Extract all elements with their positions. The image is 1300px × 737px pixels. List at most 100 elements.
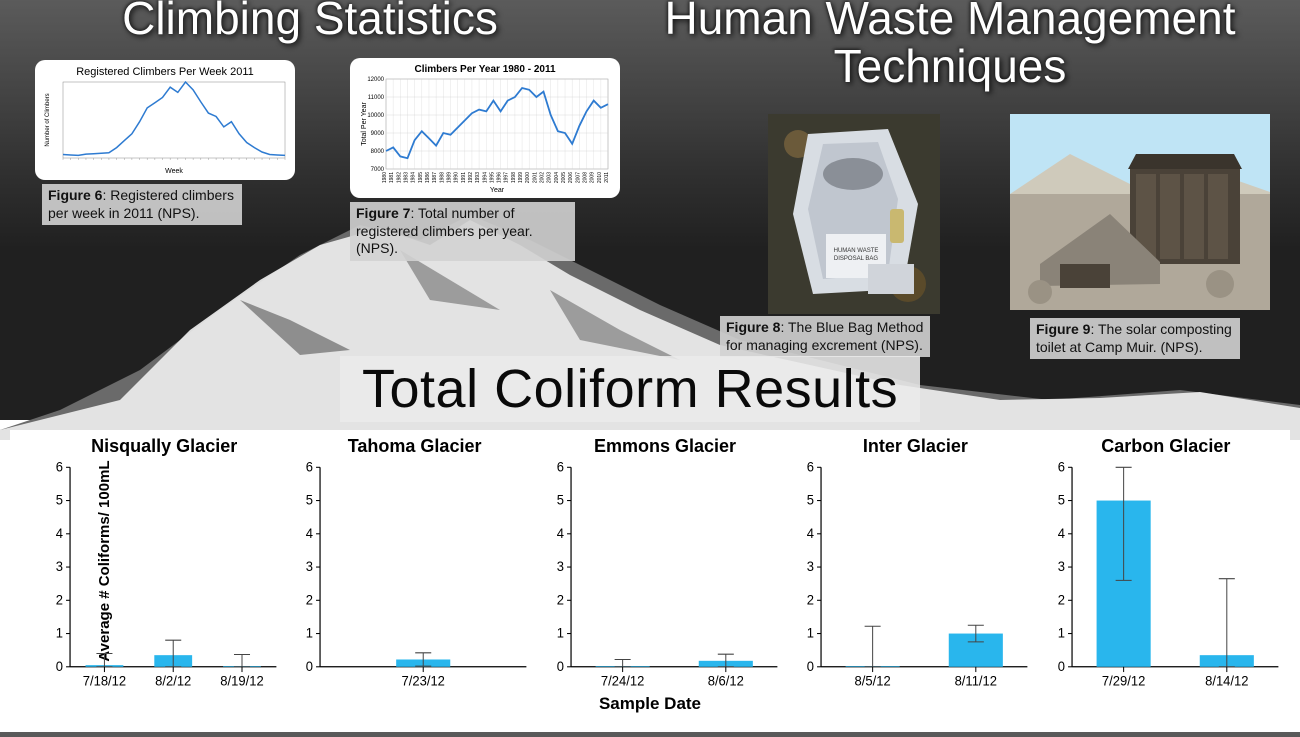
svg-text:2003: 2003 [547,172,553,183]
svg-text:4: 4 [807,526,815,541]
glacier-title: Inter Glacier [795,434,1035,461]
svg-text:1993: 1993 [475,172,481,183]
svg-text:6: 6 [306,461,313,475]
figure-8-caption: Figure 8: The Blue Bag Method for managi… [720,316,930,357]
svg-text:0: 0 [306,659,313,674]
svg-text:1991: 1991 [461,172,467,183]
svg-text:1: 1 [306,625,313,640]
glacier-chart: Nisqually Glacier 0 1 2 3 4 5 6 7/18/12 8/2/12 8/1… [44,434,284,692]
svg-text:7/29/12: 7/29/12 [1102,673,1145,688]
svg-text:2002: 2002 [540,172,546,183]
svg-text:5: 5 [807,492,814,507]
svg-text:1997: 1997 [504,172,510,183]
svg-text:5: 5 [1057,492,1064,507]
svg-text:2: 2 [1057,592,1064,607]
svg-text:10000: 10000 [367,113,384,119]
svg-text:1988: 1988 [439,172,445,183]
glacier-chart: Emmons Glacier01234567/24/128/6/12 [545,434,785,692]
figure-9-photo [1010,114,1270,310]
glacier-chart: Carbon Glacier 0 1 2 3 4 5 6 7/29/12 8/14/12 [1046,434,1286,692]
svg-text:5: 5 [56,492,63,507]
svg-text:8/2/12: 8/2/12 [155,673,191,688]
svg-text:1: 1 [807,625,814,640]
title-waste-mgmt: Human Waste Management Techniques [630,0,1270,91]
svg-text:7/24/12: 7/24/12 [601,673,644,688]
svg-text:DISPOSAL BAG: DISPOSAL BAG [834,256,878,262]
svg-text:2006: 2006 [568,172,574,183]
svg-text:4: 4 [306,526,314,541]
figure-6-caption: Figure 6: Registered climbers per week i… [42,184,242,225]
svg-text:6: 6 [56,461,63,475]
svg-text:2: 2 [557,592,564,607]
results-panel: Average # Coliforms/ 100mL Nisqually Gla… [10,430,1290,722]
svg-text:3: 3 [557,559,564,574]
svg-text:7/23/12: 7/23/12 [402,673,445,688]
svg-text:6: 6 [1057,461,1064,475]
svg-text:6: 6 [557,461,564,475]
svg-text:3: 3 [1057,559,1064,574]
svg-text:Total Per Year: Total Per Year [361,102,368,146]
svg-text:1980: 1980 [382,172,388,183]
figure-8-photo: HUMAN WASTE DISPOSAL BAG [768,114,940,314]
svg-text:5: 5 [306,492,313,507]
svg-text:1998: 1998 [511,172,517,183]
svg-text:1984: 1984 [411,172,417,183]
svg-text:2001: 2001 [532,172,538,183]
svg-text:7/18/12: 7/18/12 [83,673,126,688]
svg-text:2004: 2004 [554,172,560,183]
svg-text:12000: 12000 [367,77,384,83]
svg-text:2009: 2009 [590,172,596,183]
svg-text:1992: 1992 [468,172,474,183]
glacier-title: Carbon Glacier [1046,434,1286,461]
svg-text:1982: 1982 [396,172,402,183]
svg-text:3: 3 [807,559,814,574]
svg-text:1981: 1981 [389,172,395,183]
svg-text:1983: 1983 [403,172,409,183]
svg-text:2008: 2008 [583,172,589,183]
svg-text:1985: 1985 [418,172,424,183]
glacier-chart: Tahoma Glacier 0 1 2 3 4 5 6 7/23/12 [294,434,534,692]
svg-text:2: 2 [306,592,313,607]
glacier-title: Tahoma Glacier [294,434,534,461]
svg-text:1986: 1986 [425,172,431,183]
svg-text:9000: 9000 [371,131,385,137]
svg-text:1: 1 [56,625,63,640]
glacier-title: Nisqually Glacier [44,434,284,461]
svg-text:11000: 11000 [368,95,385,101]
svg-text:2010: 2010 [597,172,603,183]
svg-text:0: 0 [56,659,63,674]
glacier-chart: Inter Glacier01234568/5/128/11/12 [795,434,1035,692]
svg-text:1994: 1994 [482,172,488,183]
svg-text:0: 0 [1057,659,1064,674]
svg-text:8/14/12: 8/14/12 [1205,673,1248,688]
figure-9-caption: Figure 9: The solar composting toilet at… [1030,318,1240,359]
svg-text:4: 4 [557,526,565,541]
svg-text:1996: 1996 [497,172,503,183]
section-title-coliform: Total Coliform Results [340,356,920,422]
x-axis-label: Sample Date [10,692,1290,722]
svg-text:2: 2 [807,592,814,607]
svg-text:2: 2 [56,592,63,607]
svg-text:Week: Week [165,168,183,175]
svg-text:3: 3 [306,559,313,574]
svg-text:8/19/12: 8/19/12 [220,673,263,688]
svg-text:1: 1 [1057,625,1064,640]
svg-text:2005: 2005 [561,172,567,183]
bag-label: HUMAN WASTE [834,248,879,254]
svg-text:4: 4 [1057,526,1065,541]
figure-7-chart: Climbers Per Year 1980 - 2011 7000800090… [350,58,620,198]
svg-text:3: 3 [56,559,63,574]
svg-text:8/5/12: 8/5/12 [855,673,891,688]
title-climbing-stats: Climbing Statistics [30,0,590,42]
svg-text:1987: 1987 [432,172,438,183]
svg-text:Number of Climbers: Number of Climbers [45,93,51,146]
svg-text:8/6/12: 8/6/12 [708,673,744,688]
svg-text:1995: 1995 [489,172,495,183]
svg-text:4: 4 [56,526,64,541]
svg-text:1: 1 [557,625,564,640]
svg-text:Year: Year [490,187,505,193]
svg-text:1989: 1989 [446,172,452,183]
svg-text:1990: 1990 [454,172,460,183]
figure-6-title: Registered Climbers Per Week 2011 [41,66,289,78]
svg-text:1999: 1999 [518,172,524,183]
